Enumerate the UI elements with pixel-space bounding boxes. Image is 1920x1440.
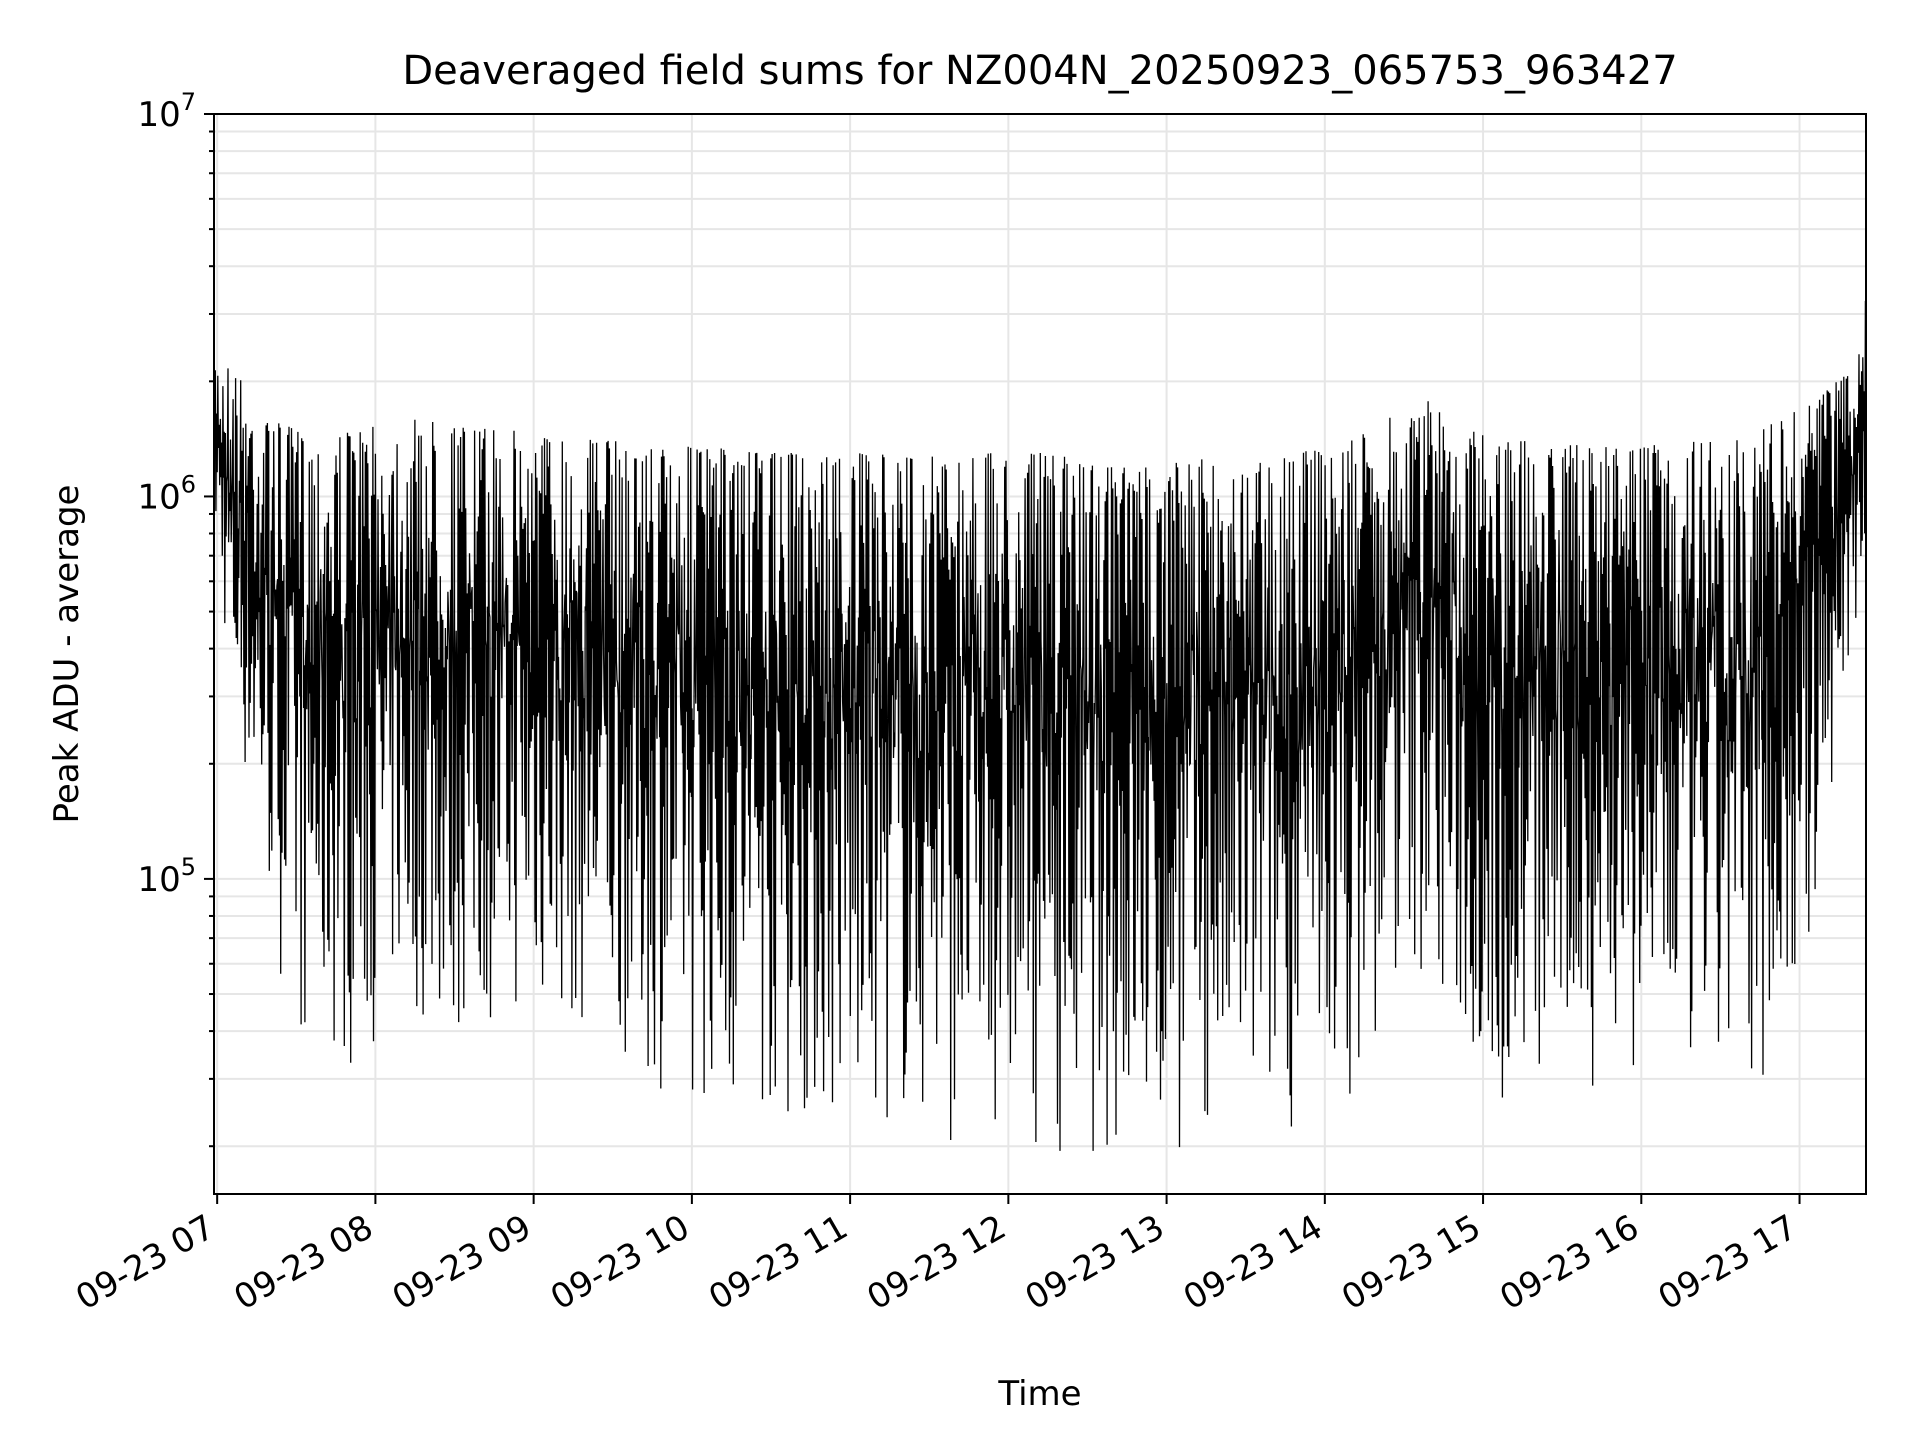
y-tick-label: 105	[137, 853, 196, 900]
x-tick-label: 09-23 11	[702, 1207, 854, 1318]
x-tick-label: 09-23 16	[1493, 1207, 1645, 1318]
x-tick-label: 09-23 12	[860, 1207, 1012, 1318]
x-tick-label: 09-23 10	[544, 1207, 696, 1318]
chart-title: Deaveraged field sums for NZ004N_2025092…	[402, 48, 1677, 94]
y-axis: 105 106 107	[137, 88, 214, 1148]
y-axis-label: Peak ADU - average	[47, 485, 87, 824]
series-line	[213, 300, 1867, 1151]
x-axis: 09-23 07 09-23 08 09-23 09 09-23 10 09-23 11…	[69, 1194, 1804, 1318]
x-axis-label: Time	[997, 1374, 1081, 1414]
x-tick-label: 09-23 17	[1652, 1207, 1804, 1318]
plot-frame	[213, 113, 1867, 1195]
y-tick-label: 107	[137, 88, 196, 135]
x-tick-label: 09-23 15	[1335, 1207, 1487, 1318]
y-tick-label: 106	[137, 470, 196, 517]
x-tick-label: 09-23 07	[69, 1207, 221, 1318]
x-tick-label: 09-23 09	[386, 1207, 538, 1318]
series-group	[213, 300, 1867, 1151]
x-tick-label: 09-23 14	[1177, 1207, 1329, 1318]
x-tick-label: 09-23 08	[228, 1207, 380, 1318]
x-tick-label: 09-23 13	[1019, 1207, 1171, 1318]
